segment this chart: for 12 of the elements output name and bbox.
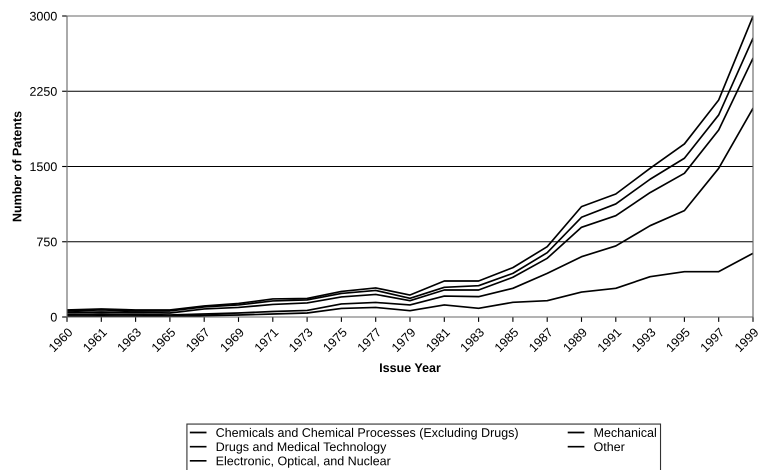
y-axis-title: Number of Patents — [12, 111, 22, 222]
x-axis-title: Issue Year — [380, 363, 441, 372]
y-tick-label: 3000 — [30, 12, 57, 21]
legend-label: Mechanical — [594, 428, 656, 438]
legend-label: Electronic, Optical, and Nuclear — [216, 456, 391, 468]
y-tick-label: 2250 — [30, 87, 57, 96]
legend-label: Chemicals and Chemical Processes (Excluding Drugs) — [216, 428, 518, 440]
legend-label: Other — [594, 442, 625, 452]
y-tick-label: 750 — [37, 238, 57, 246]
y-tick-label: 1500 — [30, 162, 57, 172]
legend-label: Drugs and Medical Technology — [216, 442, 386, 454]
y-tick-label: 0 — [50, 312, 57, 322]
